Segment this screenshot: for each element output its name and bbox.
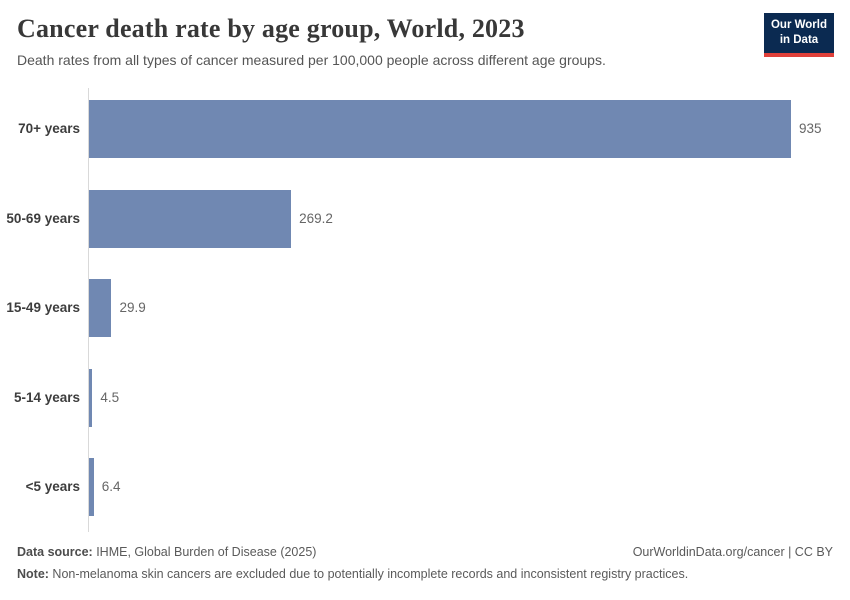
chart-subtitle: Death rates from all types of cancer mea… xyxy=(17,52,606,69)
bar-category-label: 15-49 years xyxy=(6,300,80,315)
bar-value-label: 29.9 xyxy=(119,300,146,315)
bar-row: 15-49 years 29.9 xyxy=(0,279,850,337)
note-text: Note: Non-melanoma skin cancers are excl… xyxy=(17,567,689,581)
bar-value-label: 6.4 xyxy=(101,479,121,494)
data-source-text: Data source: IHME, Global Burden of Dise… xyxy=(17,545,317,559)
footer-note-row: Note: Non-melanoma skin cancers are excl… xyxy=(17,563,833,585)
footer-source-row: Data source: IHME, Global Burden of Dise… xyxy=(17,541,833,563)
data-source-label: Data source: xyxy=(17,545,93,559)
bar[interactable] xyxy=(89,368,93,427)
bar-category-label: 70+ years xyxy=(18,121,80,136)
bar-chart: 70+ years 935 50-69 years 269.2 15-49 years 2… xyxy=(0,88,850,537)
bar[interactable] xyxy=(89,458,94,516)
chart-title: Cancer death rate by age group, World, 2… xyxy=(17,14,525,43)
bar-value-label: 269.2 xyxy=(299,210,333,226)
owid-logo-line2: in Data xyxy=(779,33,819,46)
y-axis-line xyxy=(88,88,89,532)
bar-value-label: 935 xyxy=(799,121,822,136)
bar-category-label: 50-69 years xyxy=(6,210,80,226)
bar[interactable] xyxy=(89,189,292,248)
owid-logo-line1: Our World xyxy=(770,19,827,31)
bar-row: 5-14 years 4.5 xyxy=(0,368,850,427)
bar-row: 70+ years 935 xyxy=(0,100,850,158)
note-label: Note: xyxy=(17,567,49,581)
bar[interactable] xyxy=(89,100,791,158)
bar[interactable] xyxy=(89,279,112,337)
bar-value-label: 4.5 xyxy=(100,389,120,405)
bar-row: <5 years 6.4 xyxy=(0,458,850,516)
header: Cancer death rate by age group, World, 2… xyxy=(17,13,750,69)
bar-category-label: <5 years xyxy=(25,479,80,494)
owid-logo[interactable]: Our World in Data xyxy=(764,13,834,57)
owid-cc-link[interactable]: OurWorldinData.org/cancer | CC BY xyxy=(632,545,833,559)
bar-category-label: 5-14 years xyxy=(13,389,80,405)
bar-row: 50-69 years 269.2 xyxy=(0,189,850,248)
footer: Data source: IHME, Global Burden of Dise… xyxy=(17,541,833,585)
